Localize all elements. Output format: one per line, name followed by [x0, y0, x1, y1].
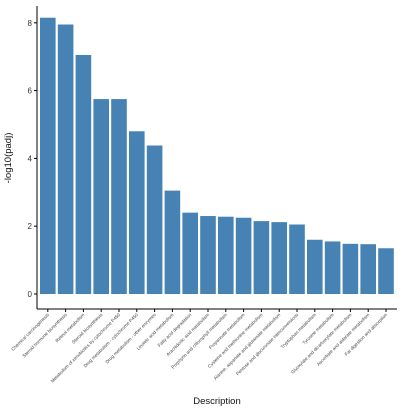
bar: [360, 244, 376, 294]
bar: [378, 248, 394, 294]
bar: [289, 224, 305, 294]
y-tick-label: 4: [28, 154, 33, 163]
bar: [342, 243, 359, 294]
bar: [235, 217, 252, 294]
y-ticks-layer: 0 2 4 6 8: [28, 19, 37, 299]
bar: [324, 241, 341, 294]
x-axis-title: Description: [193, 396, 241, 407]
bar: [307, 239, 323, 294]
y-tick-label: 6: [28, 87, 33, 96]
bar: [57, 24, 74, 294]
bar: [253, 221, 270, 294]
bar: [75, 55, 92, 295]
bars-layer: [40, 17, 394, 295]
y-tick-label: 2: [28, 222, 33, 231]
bar: [129, 131, 145, 294]
bar: [93, 99, 109, 294]
y-axis-title: -log10(padj): [3, 133, 14, 184]
y-tick-label: 0: [28, 290, 33, 299]
bar: [111, 99, 127, 294]
y-tick-label: 8: [28, 19, 33, 28]
bar: [182, 212, 198, 294]
bar: [218, 216, 234, 294]
bar: [40, 17, 56, 295]
bar: [146, 145, 163, 294]
bar: [271, 222, 287, 294]
bar: [164, 190, 181, 294]
bar: [200, 216, 216, 294]
